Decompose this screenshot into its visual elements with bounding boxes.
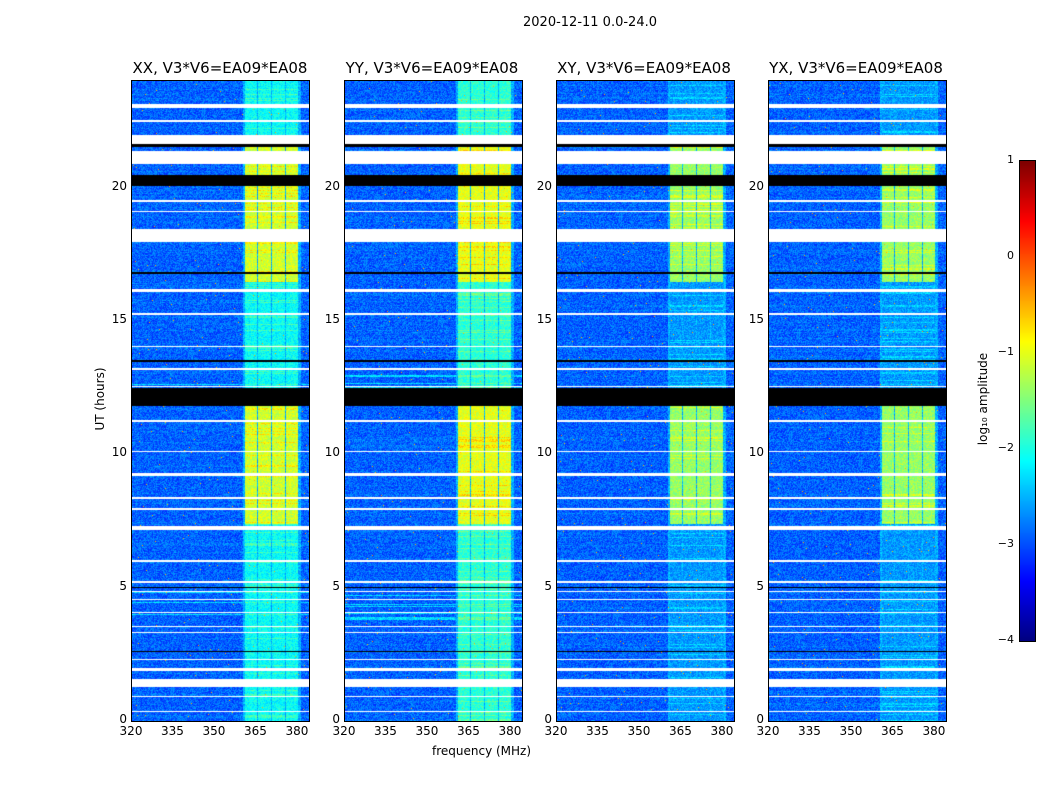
y-tick-label: 10 — [536, 445, 552, 460]
x-tick-label: 335 — [798, 724, 821, 738]
y-tick-label: 15 — [748, 312, 764, 326]
x-tick-label: 365 — [457, 724, 480, 738]
colorbar-tick-label: 0 — [1007, 249, 1014, 262]
y-tick-label: 5 — [756, 578, 764, 593]
x-tick-label: 335 — [374, 724, 397, 738]
x-tick-label: 320 — [332, 724, 356, 738]
panel-title-yx: YX, V3*V6=EA09*EA08 — [769, 59, 943, 77]
x-tick-label: 380 — [710, 724, 734, 738]
y-tick-label: 20 — [324, 178, 340, 193]
y-axis-label: UT (hours) — [93, 367, 107, 431]
y-tick-label: 0 — [544, 712, 552, 726]
heatmap-yx — [768, 80, 947, 722]
colorbar-tick-label: 1 — [1007, 153, 1014, 166]
y-tick-label: 0 — [332, 712, 340, 726]
panel-title-yy: YY, V3*V6=EA09*EA08 — [345, 59, 519, 77]
x-tick-label: 380 — [498, 724, 522, 738]
x-tick-label: 365 — [244, 724, 267, 738]
x-tick-label: 350 — [839, 724, 863, 738]
y-tick-label: 10 — [324, 445, 340, 460]
y-tick-label: 5 — [332, 578, 340, 593]
heatmap-xx — [131, 80, 310, 722]
y-tick-label: 20 — [748, 178, 764, 193]
x-tick-label: 350 — [202, 724, 226, 738]
x-tick-label: 335 — [161, 724, 184, 738]
colorbar-tick-label: −1 — [997, 345, 1014, 358]
colorbar-tick-label: −4 — [997, 633, 1014, 646]
figure-title: 2020-12-11 0.0-24.0 — [523, 15, 657, 30]
x-tick-label: 380 — [285, 724, 309, 738]
y-tick-label: 5 — [119, 578, 127, 593]
x-tick-label: 365 — [669, 724, 692, 738]
heatmap-yy — [344, 80, 523, 722]
x-axis-label: frequency (MHz) — [432, 744, 532, 758]
x-tick-label: 350 — [627, 724, 651, 738]
y-tick-label: 5 — [544, 578, 552, 593]
y-tick-label: 15 — [324, 312, 340, 326]
colorbar — [1019, 160, 1036, 642]
panel-title-xy: XY, V3*V6=EA09*EA08 — [557, 59, 731, 77]
x-tick-label: 320 — [119, 724, 143, 738]
colorbar-label: log₁₀ amplitude — [976, 352, 990, 446]
colorbar-tick-label: −2 — [997, 441, 1014, 454]
y-tick-label: 20 — [536, 178, 552, 193]
x-tick-label: 320 — [544, 724, 568, 738]
y-tick-label: 15 — [536, 312, 552, 326]
x-tick-label: 335 — [586, 724, 609, 738]
panel-title-xx: XX, V3*V6=EA09*EA08 — [132, 59, 308, 77]
y-tick-label: 10 — [111, 445, 127, 460]
y-tick-label: 0 — [119, 712, 127, 726]
x-tick-label: 365 — [881, 724, 904, 738]
y-tick-label: 10 — [748, 445, 764, 460]
y-tick-label: 0 — [756, 712, 764, 726]
heatmap-xy — [556, 80, 735, 722]
x-tick-label: 350 — [415, 724, 439, 738]
y-tick-label: 20 — [111, 178, 127, 193]
y-tick-label: 15 — [111, 312, 127, 326]
x-tick-label: 320 — [756, 724, 780, 738]
x-tick-label: 380 — [922, 724, 946, 738]
colorbar-tick-label: −3 — [997, 537, 1014, 550]
